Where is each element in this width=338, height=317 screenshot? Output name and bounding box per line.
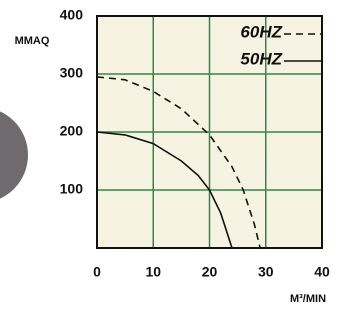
- x-tick-label: 30: [258, 264, 274, 280]
- y-tick-label: 400: [60, 7, 84, 23]
- x-tick-label: 40: [314, 264, 330, 280]
- x-tick-label: 20: [202, 264, 218, 280]
- x-axis-label: M³/MIN: [290, 293, 326, 305]
- chart: MMAQ M³/MIN 100 200 300 400 0 10 20 30 40 60HZ 50H…: [0, 0, 338, 317]
- x-tick-label: 10: [145, 264, 161, 280]
- legend-label: 60HZ: [240, 22, 282, 41]
- decoration: [0, 107, 28, 203]
- y-tick-label: 100: [60, 181, 84, 197]
- legend-label: 50HZ: [240, 49, 282, 68]
- x-tick-label: 0: [93, 264, 101, 280]
- y-axis-label: MMAQ: [15, 35, 50, 47]
- y-tick-label: 300: [60, 65, 84, 81]
- y-tick-label: 200: [60, 123, 84, 139]
